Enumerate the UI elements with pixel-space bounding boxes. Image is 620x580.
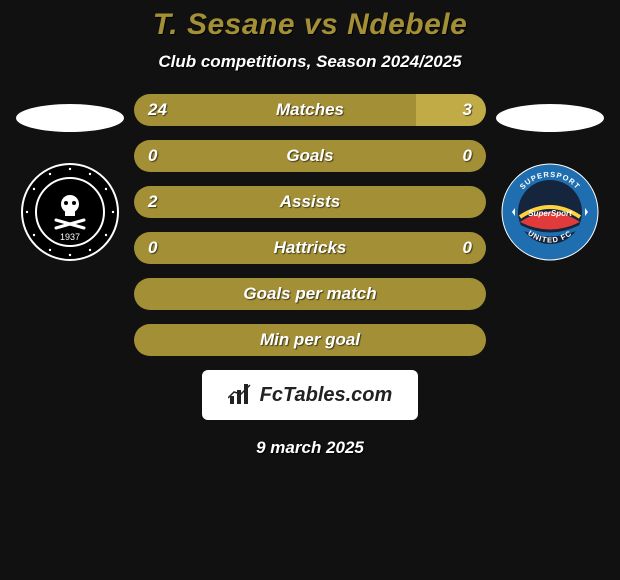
fctables-logo[interactable]: FcTables.com — [202, 370, 418, 420]
right-team-crest-icon: SuperSport SUPERSPORT UNITED FC — [500, 162, 600, 262]
stat-row: Goals per match — [134, 278, 486, 310]
bar-chart-icon — [228, 384, 254, 406]
logo-text: FcTables.com — [260, 384, 393, 407]
stat-row: Hattricks00 — [134, 232, 486, 264]
stat-bar-left — [134, 278, 486, 310]
stat-bar-left — [134, 140, 310, 172]
right-side: SuperSport SUPERSPORT UNITED FC — [490, 94, 610, 262]
right-player-photo-placeholder — [496, 104, 604, 132]
stat-bar-left — [134, 324, 486, 356]
svg-text:SuperSport: SuperSport — [528, 209, 572, 218]
page-title: T. Sesane vs Ndebele — [0, 8, 620, 42]
page-subtitle: Club competitions, Season 2024/2025 — [0, 52, 620, 72]
stat-row: Min per goal — [134, 324, 486, 356]
stat-bar-right — [310, 232, 486, 264]
main-row: 1937 Matches243 Goals00 Assists2 Hattricks0… — [0, 94, 620, 356]
stat-bar-left — [134, 186, 486, 218]
stat-bar-left — [134, 94, 416, 126]
stat-bar-right — [310, 140, 486, 172]
stat-row: Matches243 — [134, 94, 486, 126]
left-team-crest-icon: 1937 — [20, 162, 120, 262]
stat-row: Assists2 — [134, 186, 486, 218]
stats-column: Matches243 Goals00 Assists2 Hattricks00 Goal… — [130, 94, 490, 356]
stat-bar-left — [134, 232, 310, 264]
crest-year: 1937 — [60, 232, 80, 242]
left-side: 1937 — [10, 94, 130, 262]
date-label: 9 march 2025 — [0, 438, 620, 458]
comparison-card: T. Sesane vs Ndebele Club competitions, … — [0, 0, 620, 458]
left-player-photo-placeholder — [16, 104, 124, 132]
stat-bar-right — [416, 94, 486, 126]
stat-row: Goals00 — [134, 140, 486, 172]
